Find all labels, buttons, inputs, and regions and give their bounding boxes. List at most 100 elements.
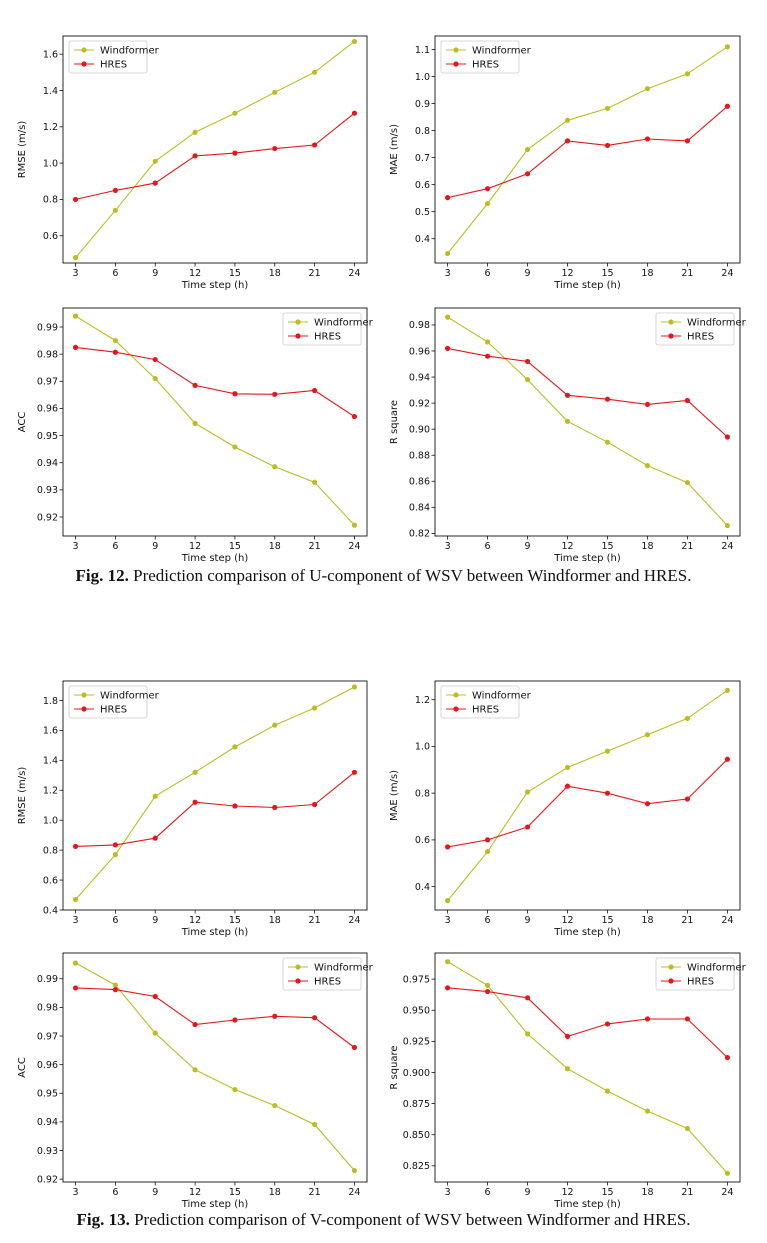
- figure-13-label: Fig. 13.: [76, 1210, 130, 1229]
- hres-point: [484, 837, 491, 843]
- x-tick-label: 24: [721, 1187, 733, 1198]
- x-tick-label: 12: [561, 1187, 573, 1198]
- windformer-point: [684, 479, 691, 486]
- legend-label-hres: HRES: [472, 705, 499, 716]
- x-tick-label: 15: [601, 915, 613, 926]
- y-tick-label: 0.97: [37, 1031, 58, 1042]
- windformer-line: [447, 689, 728, 902]
- windformer-point: [524, 146, 531, 153]
- hres-line: [447, 987, 728, 1058]
- windformer-point: [444, 314, 451, 320]
- y-tick-label: 0.94: [409, 372, 430, 383]
- windformer-point: [684, 715, 691, 721]
- legend-marker-hres: [453, 706, 459, 712]
- hres-point: [684, 397, 691, 404]
- windformer-point: [644, 732, 651, 738]
- y-tick-label: 0.4: [415, 882, 430, 893]
- figure-12-caption: Fig. 12. Prediction comparison of U-comp…: [0, 566, 767, 586]
- windformer-point: [232, 444, 238, 450]
- x-tick-label: 21: [309, 268, 321, 279]
- hres-point: [112, 349, 118, 355]
- y-tick-label: 0.8: [43, 845, 58, 856]
- legend-label-windformer: Windformer: [687, 318, 747, 329]
- hres-point: [444, 195, 451, 201]
- x-tick-label: 3: [445, 1187, 451, 1198]
- legend-marker-hres: [81, 61, 87, 67]
- hres-point: [272, 145, 278, 152]
- x-axis-label: Time step (h): [553, 553, 621, 564]
- windformer-point: [684, 71, 691, 77]
- x-tick-label: 21: [681, 541, 693, 552]
- legend-label-hres: HRES: [472, 60, 499, 71]
- x-tick-label: 24: [348, 915, 360, 926]
- y-tick-label: 1.1: [415, 45, 430, 56]
- legend-label-hres: HRES: [314, 332, 341, 343]
- windformer-point: [524, 789, 531, 795]
- y-tick-label: 1.0: [43, 815, 58, 826]
- windformer-point: [112, 852, 118, 858]
- windformer-point: [564, 418, 571, 424]
- hres-point: [684, 796, 691, 802]
- y-axis-label: ACC: [17, 1057, 28, 1078]
- hres-point: [604, 396, 611, 402]
- y-tick-label: 0.6: [415, 835, 430, 846]
- windformer-point: [112, 982, 118, 988]
- windformer-point: [312, 479, 318, 485]
- windformer-point: [644, 86, 651, 92]
- x-tick-label: 18: [641, 541, 653, 552]
- windformer-point: [564, 764, 571, 771]
- windformer-point: [724, 522, 731, 529]
- x-tick-label: 12: [561, 541, 573, 552]
- windformer-point: [72, 960, 79, 966]
- y-tick-label: 0.98: [37, 349, 58, 360]
- legend-label-windformer: Windformer: [100, 46, 160, 57]
- windformer-point: [564, 117, 571, 123]
- x-tick-label: 15: [601, 541, 613, 552]
- plot-frame: [434, 35, 741, 264]
- y-tick-label: 0.7: [415, 153, 430, 164]
- x-tick-label: 15: [229, 268, 241, 279]
- plot-frame: [62, 35, 368, 264]
- hres-line: [75, 771, 355, 847]
- windformer-point: [351, 522, 358, 528]
- x-tick-label: 3: [445, 915, 451, 926]
- windformer-point: [192, 1067, 198, 1073]
- y-tick-label: 1.2: [43, 786, 58, 797]
- hres-point: [484, 988, 491, 995]
- hres-line: [75, 987, 355, 1048]
- y-tick-label: 0.98: [409, 320, 430, 331]
- legend-box: [655, 957, 735, 991]
- chart-legend: Windformer HRES: [68, 685, 160, 719]
- x-tick-label: 21: [681, 268, 693, 279]
- y-axis-label: R square: [389, 1045, 400, 1089]
- hres-point: [72, 344, 79, 350]
- hres-point: [312, 1015, 318, 1021]
- y-tick-label: 1.0: [415, 72, 430, 83]
- x-tick-label: 9: [152, 268, 158, 279]
- windformer-line: [75, 686, 355, 900]
- windformer-point: [192, 420, 198, 426]
- hres-point: [72, 843, 79, 849]
- hres-point: [524, 995, 531, 1001]
- x-tick-label: 15: [601, 268, 613, 279]
- hres-point: [724, 1054, 731, 1061]
- hres-point: [351, 769, 358, 775]
- windformer-line: [447, 961, 728, 1174]
- chart-legend: Windformer HRES: [655, 312, 747, 346]
- y-axis-label: RMSE (m/s): [17, 767, 28, 825]
- y-tick-label: 1.2: [415, 695, 430, 706]
- x-tick-label: 9: [152, 1187, 158, 1198]
- x-tick-label: 24: [721, 915, 733, 926]
- y-tick-label: 0.88: [409, 451, 430, 462]
- windformer-point: [724, 44, 731, 50]
- y-tick-label: 0.94: [37, 458, 58, 469]
- x-tick-label: 15: [601, 1187, 613, 1198]
- legend-label-windformer: Windformer: [100, 691, 160, 702]
- x-axis-label: Time step (h): [181, 1199, 249, 1210]
- y-tick-label: 0.5: [415, 207, 430, 218]
- legend-marker-windformer: [668, 964, 674, 970]
- hres-point: [232, 391, 238, 397]
- hres-point: [232, 150, 238, 156]
- chart-legend: Windformer HRES: [440, 685, 532, 719]
